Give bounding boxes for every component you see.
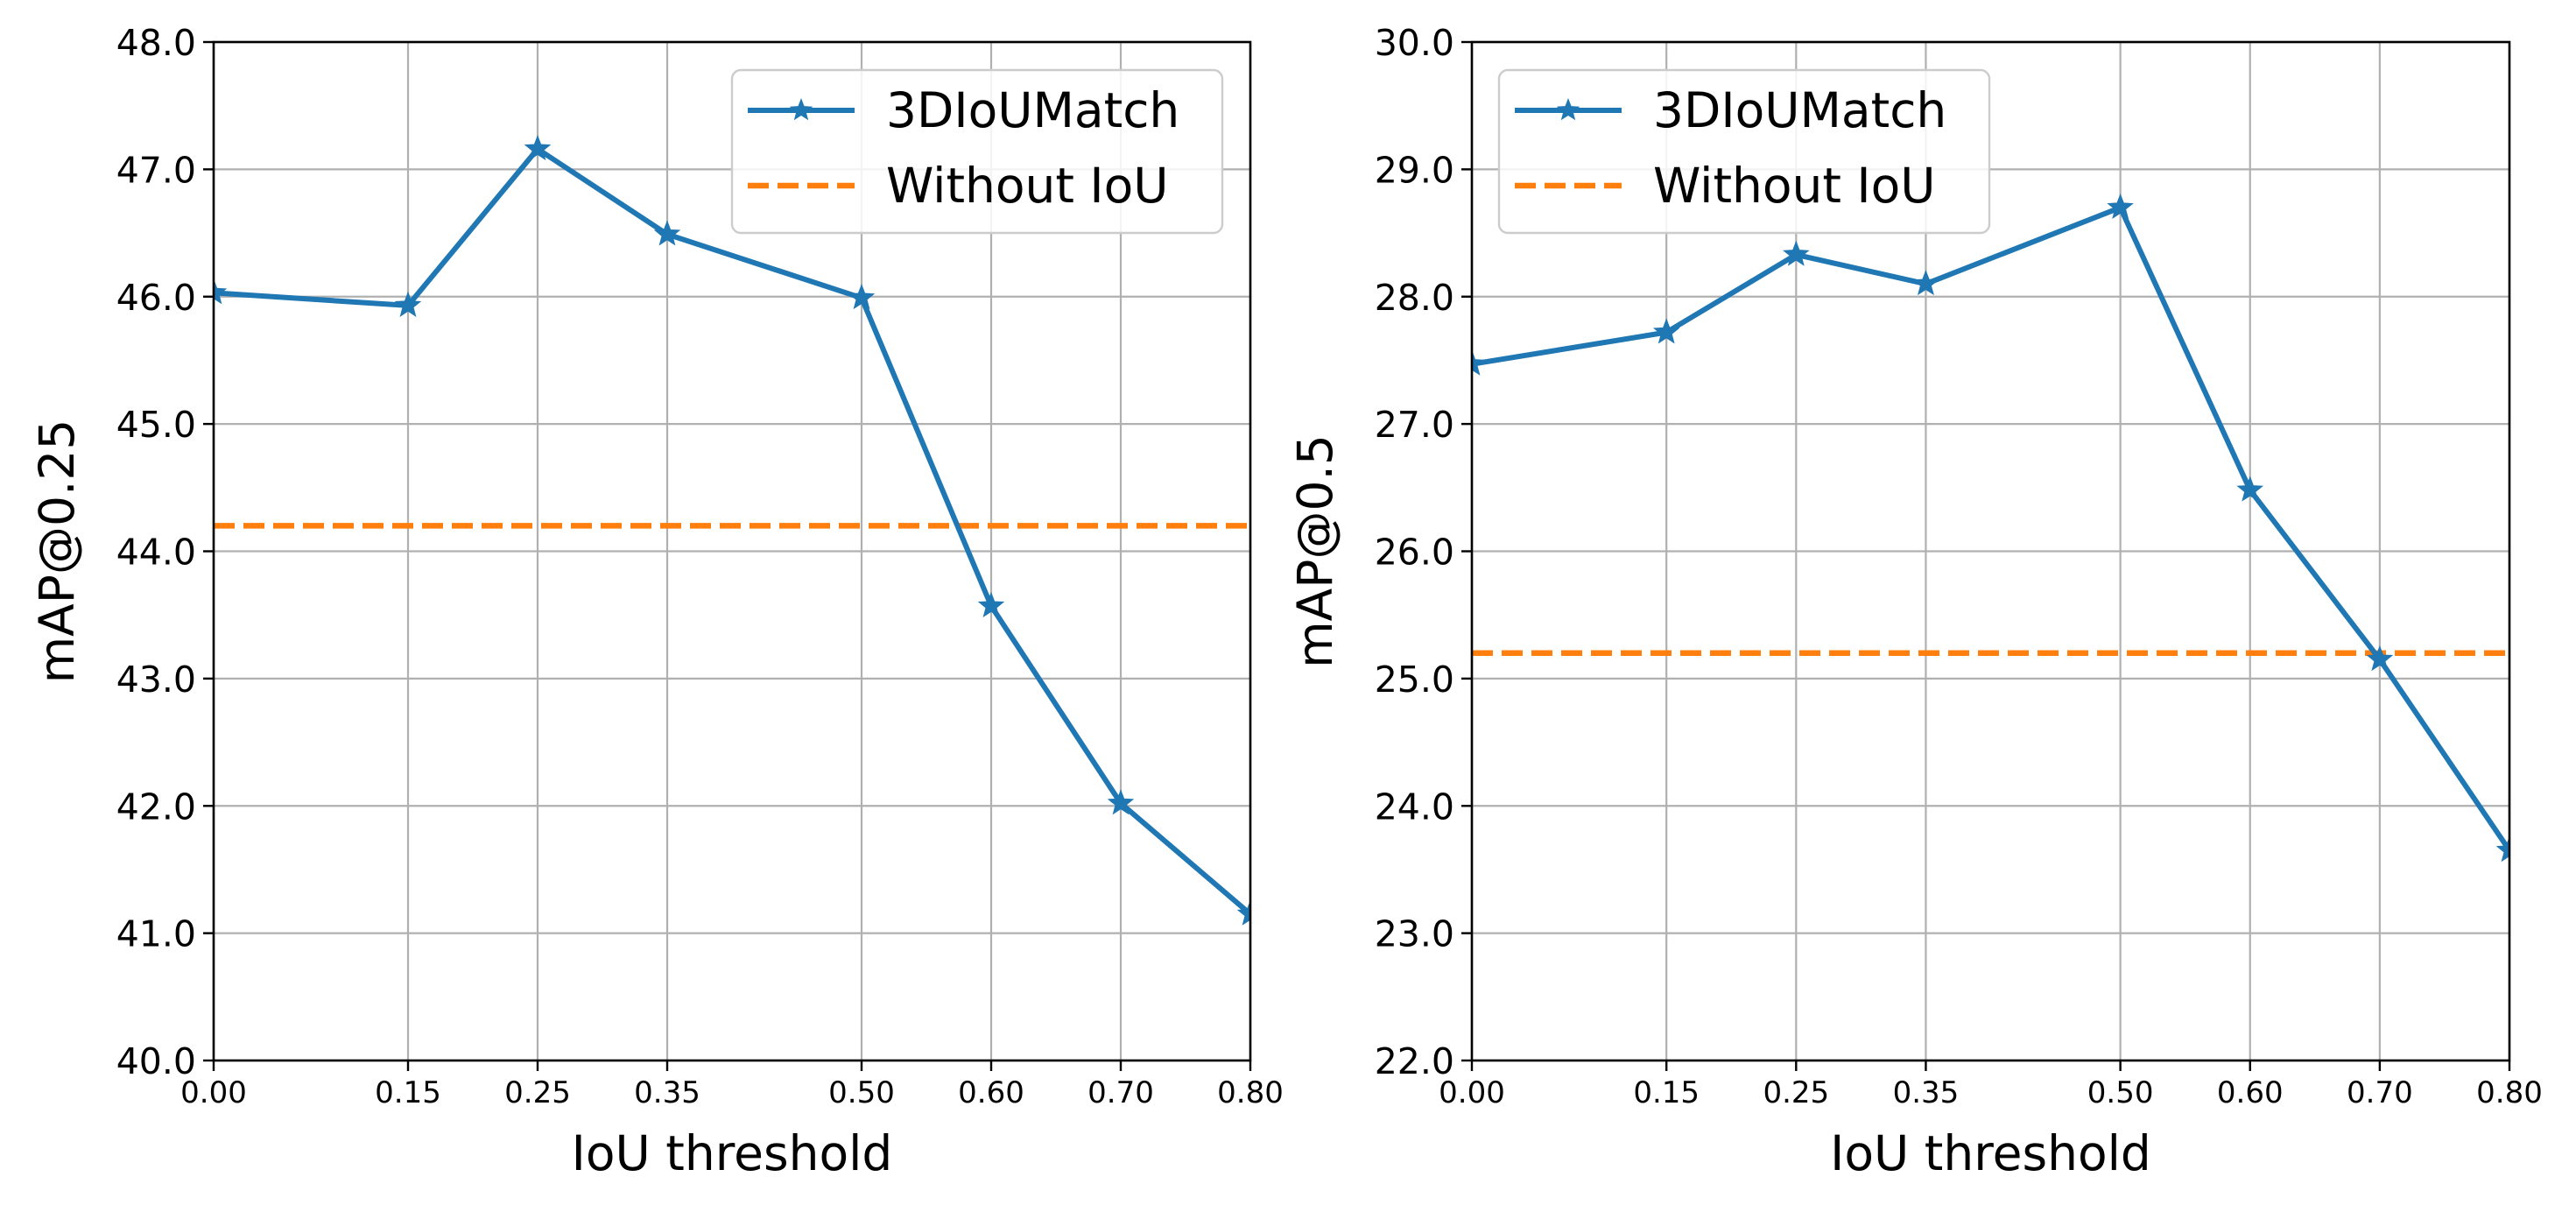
data-point bbox=[1472, 349, 1486, 376]
y-tick-label: 42.0 bbox=[116, 786, 196, 828]
x-tick-label: 0.35 bbox=[634, 1075, 700, 1110]
x-tick-label: 0.25 bbox=[504, 1075, 571, 1110]
y-tick-label: 45.0 bbox=[116, 404, 196, 446]
data-point bbox=[394, 291, 422, 318]
y-tick-label: 22.0 bbox=[1375, 1040, 1454, 1082]
y-tick-label: 40.0 bbox=[116, 1040, 196, 1082]
data-point bbox=[653, 220, 681, 246]
legend: 3DIoUMatch Without IoU bbox=[730, 68, 1224, 235]
y-tick-label: 48.0 bbox=[116, 22, 196, 64]
x-tick-label: 0.60 bbox=[958, 1075, 1024, 1110]
data-point bbox=[977, 591, 1005, 617]
x-tick-label: 0.50 bbox=[2087, 1075, 2154, 1110]
data-point bbox=[1107, 789, 1135, 815]
x-tick-label: 0.15 bbox=[1633, 1075, 1700, 1110]
y-tick-label: 24.0 bbox=[1375, 786, 1454, 828]
x-tick-label: 0.00 bbox=[1439, 1075, 1505, 1110]
y-tick-label: 28.0 bbox=[1375, 277, 1454, 319]
data-point bbox=[2107, 193, 2134, 219]
data-point bbox=[214, 278, 228, 305]
data-point bbox=[848, 284, 876, 310]
y-tick-label: 26.0 bbox=[1375, 532, 1454, 574]
data-point bbox=[1783, 240, 1810, 266]
chart-panel-1: 0.00 0.15 0.25 0.35 0.50 0.60 0.70 0.80 40.0 41.0… bbox=[29, 22, 1284, 1181]
data-point bbox=[2495, 835, 2509, 863]
legend-series-label: 3DIoUMatch bbox=[886, 82, 1179, 138]
legend-star-marker bbox=[1556, 98, 1580, 121]
x-tick-label: 0.15 bbox=[375, 1075, 441, 1110]
y-tick-label: 44.0 bbox=[116, 532, 196, 574]
y-tick-label: 27.0 bbox=[1375, 404, 1454, 446]
data-point bbox=[1236, 899, 1250, 926]
y-tick-label: 25.0 bbox=[1375, 659, 1454, 701]
legend-series-label: 3DIoUMatch bbox=[1653, 82, 1946, 138]
data-point bbox=[2236, 476, 2264, 502]
legend: 3DIoUMatch Without IoU bbox=[1497, 68, 1991, 235]
x-axis-label: IoU threshold bbox=[1830, 1125, 2151, 1181]
y-tick-label: 23.0 bbox=[1375, 913, 1454, 955]
chart-panel-2: 0.00 0.15 0.25 0.35 0.50 0.60 0.70 0.80 22.0 23.0… bbox=[1287, 22, 2543, 1181]
y-tick-label: 43.0 bbox=[116, 659, 196, 701]
series-line bbox=[214, 146, 1250, 917]
y-tick-label: 47.0 bbox=[116, 149, 196, 191]
y-axis-label: mAP@0.5 bbox=[1287, 434, 1343, 668]
data-point bbox=[524, 134, 552, 161]
data-point bbox=[1912, 270, 1939, 296]
x-tick-label: 0.35 bbox=[1893, 1075, 1960, 1110]
legend-baseline-label: Without IoU bbox=[1653, 158, 1936, 214]
y-axis-label: mAP@0.25 bbox=[29, 419, 85, 684]
legend-baseline-label: Without IoU bbox=[886, 158, 1169, 214]
x-tick-label: 0.50 bbox=[828, 1075, 895, 1110]
y-tick-label: 46.0 bbox=[116, 277, 196, 319]
x-tick-label: 0.80 bbox=[2476, 1075, 2543, 1110]
x-tick-label: 0.25 bbox=[1763, 1075, 1829, 1110]
series-line bbox=[1472, 205, 2509, 852]
x-tick-label: 0.60 bbox=[2217, 1075, 2284, 1110]
x-tick-label: 0.70 bbox=[2347, 1075, 2413, 1110]
x-tick-label: 0.80 bbox=[1217, 1075, 1284, 1110]
y-tick-label: 41.0 bbox=[116, 913, 196, 955]
data-point bbox=[2366, 645, 2394, 672]
y-tick-label: 30.0 bbox=[1375, 22, 1454, 64]
legend-star-marker bbox=[789, 98, 813, 121]
y-tick-label: 29.0 bbox=[1375, 149, 1454, 191]
data-point bbox=[1652, 318, 1680, 344]
x-axis-label: IoU threshold bbox=[572, 1125, 893, 1181]
x-tick-label: 0.70 bbox=[1087, 1075, 1154, 1110]
x-tick-label: 0.00 bbox=[180, 1075, 247, 1110]
